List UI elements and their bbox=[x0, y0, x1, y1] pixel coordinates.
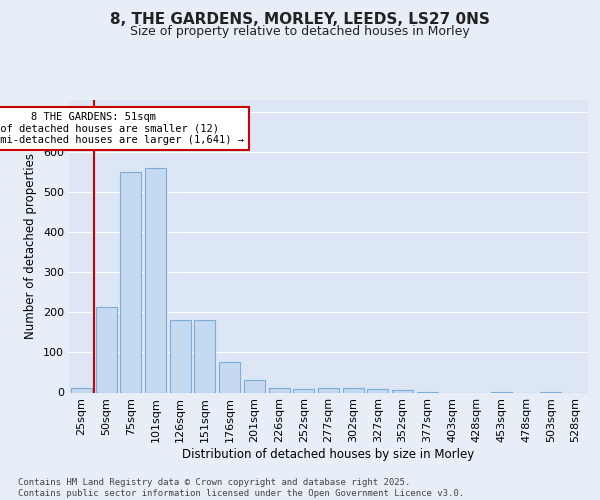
Bar bbox=[120, 172, 141, 392]
Bar bbox=[392, 390, 413, 392]
Bar bbox=[219, 362, 240, 392]
Bar bbox=[170, 320, 191, 392]
Text: Contains HM Land Registry data © Crown copyright and database right 2025.
Contai: Contains HM Land Registry data © Crown c… bbox=[18, 478, 464, 498]
Text: 8 THE GARDENS: 51sqm
← 1% of detached houses are smaller (12)
99% of semi-detach: 8 THE GARDENS: 51sqm ← 1% of detached ho… bbox=[0, 112, 244, 145]
Y-axis label: Number of detached properties: Number of detached properties bbox=[25, 153, 37, 340]
Bar bbox=[293, 390, 314, 392]
Bar bbox=[343, 388, 364, 392]
X-axis label: Distribution of detached houses by size in Morley: Distribution of detached houses by size … bbox=[182, 448, 475, 461]
Bar bbox=[244, 380, 265, 392]
Bar bbox=[71, 388, 92, 392]
Bar bbox=[367, 390, 388, 392]
Bar bbox=[269, 388, 290, 392]
Text: Size of property relative to detached houses in Morley: Size of property relative to detached ho… bbox=[130, 25, 470, 38]
Bar bbox=[194, 320, 215, 392]
Bar bbox=[318, 388, 339, 392]
Text: 8, THE GARDENS, MORLEY, LEEDS, LS27 0NS: 8, THE GARDENS, MORLEY, LEEDS, LS27 0NS bbox=[110, 12, 490, 28]
Bar bbox=[95, 307, 116, 392]
Bar bbox=[145, 168, 166, 392]
